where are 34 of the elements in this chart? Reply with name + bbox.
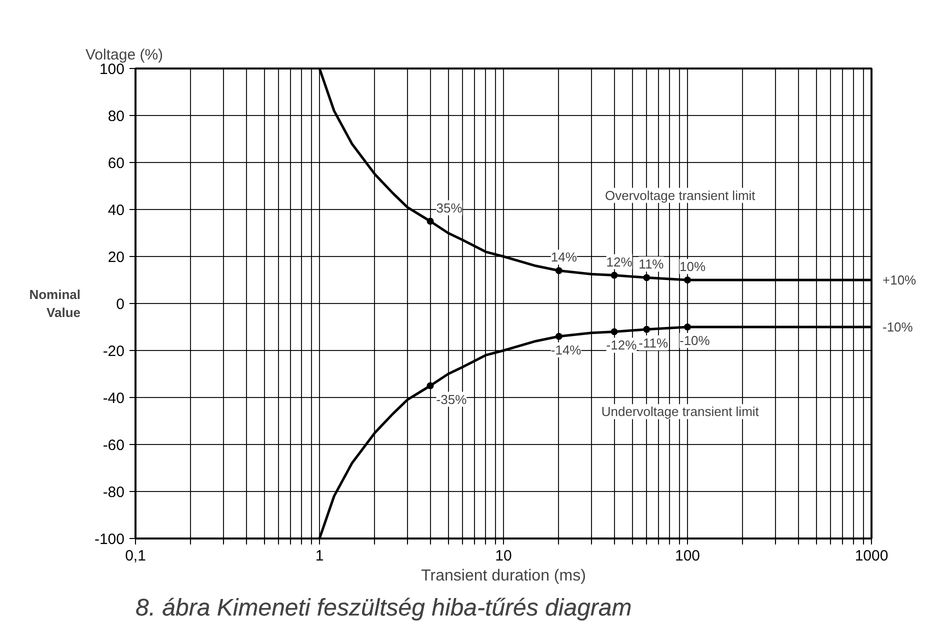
text: 8. ábra Kimeneti feszültség hiba-tűrés diagram — [136, 594, 632, 622]
annotation: +10% — [882, 272, 917, 288]
x-tick-label: 1 — [315, 548, 324, 564]
annotation: Undervoltage transient limit — [601, 404, 760, 420]
annotation: 35% — [436, 200, 463, 216]
annotation: Overvoltage transient limit — [605, 188, 756, 203]
y-tick-label: -80 — [102, 484, 125, 501]
y-tick-label: 20 — [108, 249, 125, 266]
x-axis-title: Transient duration (ms) — [421, 568, 586, 584]
text: Nominal Value — [29, 287, 81, 320]
annotation: 12% — [606, 254, 633, 270]
annotation: 11% — [638, 256, 664, 272]
y-axis-title: Voltage (%) — [86, 46, 164, 64]
y-tick-label: 80 — [108, 108, 125, 125]
y-tick-label: 60 — [108, 155, 125, 172]
x-tick-label: 100 — [674, 548, 700, 564]
annotation: -35% — [436, 392, 468, 407]
y-tick-label: -100 — [94, 531, 125, 548]
annotation: 10% — [680, 259, 706, 274]
y-tick-label: 100 — [99, 61, 125, 78]
y-tick-label: -60 — [102, 437, 125, 454]
annotation: -12% — [606, 338, 638, 353]
x-tick-label: 1000 — [854, 548, 888, 564]
annotation: -11% — [638, 335, 669, 350]
annotation: -10% — [882, 320, 914, 334]
y-tick-label: 0 — [116, 296, 124, 313]
annotation: -14% — [550, 342, 582, 358]
y-tick-label: 40 — [108, 202, 125, 219]
annotation: -10% — [680, 333, 710, 348]
x-tick-label: 10 — [495, 548, 512, 564]
y-tick-label: -40 — [102, 390, 125, 407]
annotation: 14% — [550, 250, 578, 265]
x-tick-label: 0,1 — [125, 548, 146, 564]
y-tick-label: -20 — [102, 343, 125, 360]
